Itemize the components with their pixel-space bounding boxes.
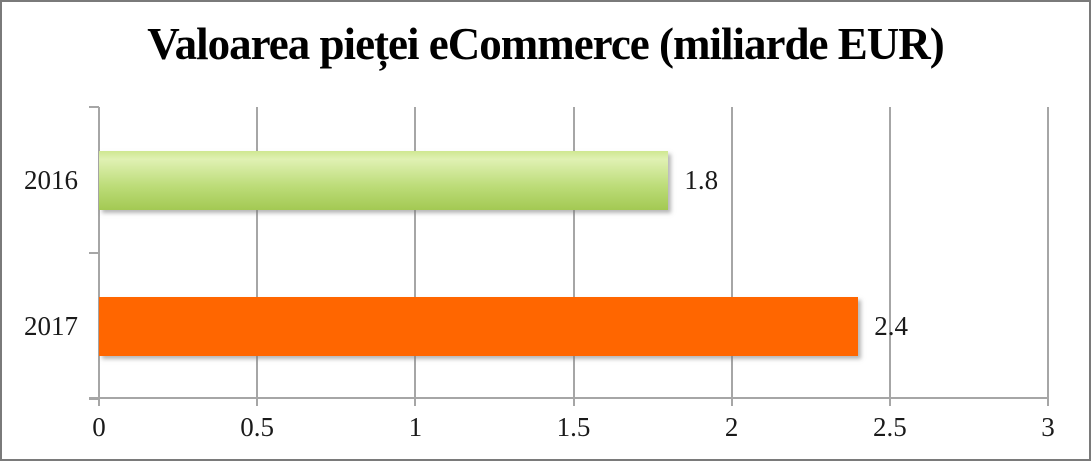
x-axis-tick (256, 399, 259, 406)
gridline (888, 107, 891, 399)
x-tick-label: 1.5 (556, 412, 591, 442)
category-axis-tick (89, 398, 99, 400)
x-tick-label: 2.5 (872, 412, 907, 442)
gridline (256, 107, 259, 399)
plot-area: 0 0.5 1 1.5 2 2.5 3 1.8 2016 2.4 2017 (24, 106, 1055, 442)
x-tick-label: 0.5 (240, 412, 275, 442)
category-axis-tick (89, 106, 99, 108)
category-axis-line (98, 107, 100, 406)
x-tick-label: 3 (1041, 412, 1055, 442)
x-axis-tick (730, 399, 733, 406)
x-axis-tick (572, 399, 575, 406)
x-axis-tick (1047, 399, 1049, 406)
bar-2017 (99, 296, 859, 356)
bar-2016 (99, 150, 669, 210)
category-axis-tick (89, 252, 99, 254)
bar-value-label: 1.8 (684, 164, 719, 195)
gridline (414, 107, 417, 399)
x-axis-tick (414, 399, 417, 406)
chart-title: Valoarea pieței eCommerce (miliarde EUR) (147, 19, 944, 69)
x-tick-label: 2 (724, 412, 739, 442)
x-axis-tick (888, 399, 891, 406)
bar-value-label: 2.4 (874, 310, 908, 341)
x-tick-label: 0 (92, 412, 106, 442)
category-label: 2016 (24, 164, 78, 195)
category-label: 2017 (24, 310, 78, 341)
gridline (1047, 107, 1049, 399)
x-axis-line (89, 397, 1048, 399)
gridline (730, 107, 733, 399)
x-tick-label: 1 (408, 412, 423, 442)
gridline (572, 107, 575, 399)
